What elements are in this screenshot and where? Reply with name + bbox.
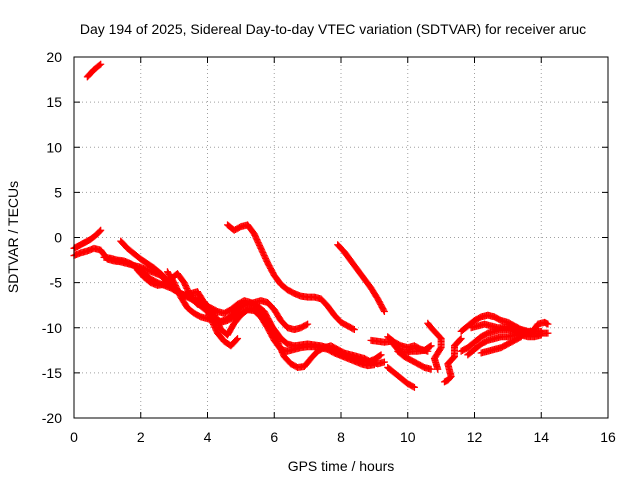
x-tick-label: 16 (600, 429, 616, 445)
data-point (380, 306, 388, 314)
data-point (426, 343, 434, 351)
series-arc-5 (100, 253, 242, 350)
data-point (424, 347, 432, 355)
data-marks (70, 60, 552, 391)
series-arc-8 (224, 221, 358, 334)
data-point (516, 333, 524, 341)
data-point (304, 320, 312, 328)
x-tick-label: 6 (270, 429, 278, 445)
series-arc-15 (440, 335, 465, 386)
x-tick-label: 10 (400, 429, 416, 445)
x-axis-label: GPS time / hours (288, 458, 395, 474)
x-tick-label: 8 (337, 429, 345, 445)
series-arc-1 (83, 60, 105, 81)
y-tick-label: -20 (42, 410, 62, 426)
y-tick-label: -10 (42, 320, 62, 336)
series-arc-11 (384, 333, 432, 355)
data-point (234, 335, 242, 343)
data-point (380, 308, 388, 316)
data-point (517, 333, 525, 341)
x-tick-label: 2 (137, 429, 145, 445)
y-tick-label: 10 (46, 139, 62, 155)
y-tick-label: 15 (46, 94, 62, 110)
data-point (302, 321, 310, 329)
x-tick-label: 4 (204, 429, 212, 445)
data-point (544, 320, 552, 328)
data-point (233, 336, 241, 344)
data-point (457, 335, 465, 343)
series-arc-7 (163, 268, 378, 370)
series-arc-18 (464, 329, 552, 359)
data-point (544, 329, 552, 337)
data-point (350, 326, 358, 334)
data-point (97, 60, 105, 68)
chart-title: Day 194 of 2025, Sidereal Day-to-day VTE… (80, 21, 586, 37)
y-tick-label: -5 (50, 275, 63, 291)
x-tick-label: 0 (70, 429, 78, 445)
data-point (97, 226, 105, 234)
data-point (376, 352, 384, 360)
data-point (409, 383, 417, 391)
data-point (410, 383, 418, 391)
data-point (377, 351, 385, 359)
data-point (427, 365, 435, 373)
data-point (434, 365, 442, 373)
series-arc-13 (394, 347, 435, 373)
y-tick-label: 0 (54, 230, 62, 246)
series-arc-9 (334, 241, 388, 316)
x-tick-label: 14 (533, 429, 549, 445)
y-axis-label: SDTVAR / TECUs (5, 181, 21, 293)
data-point (370, 361, 378, 369)
series-arc-14 (424, 319, 445, 373)
data-point (456, 335, 464, 343)
data-point (427, 342, 435, 350)
series-arc-12 (384, 363, 418, 391)
data-point (349, 325, 357, 333)
series-arc-2 (70, 226, 105, 252)
x-tick-label: 12 (467, 429, 483, 445)
y-tick-label: 5 (54, 184, 62, 200)
data-point (96, 227, 104, 235)
data-point (96, 61, 104, 69)
grid-lines (74, 57, 608, 418)
series-arc-19 (467, 318, 552, 337)
y-tick-label: -15 (42, 365, 62, 381)
axes: 0 2 4 6 8 10 12 14 16 20 15 10 5 0 -5 -10 -15 -20 (42, 49, 616, 445)
data-point (380, 358, 388, 366)
series-arc-20 (477, 333, 525, 357)
y-tick-label: 20 (46, 49, 62, 65)
